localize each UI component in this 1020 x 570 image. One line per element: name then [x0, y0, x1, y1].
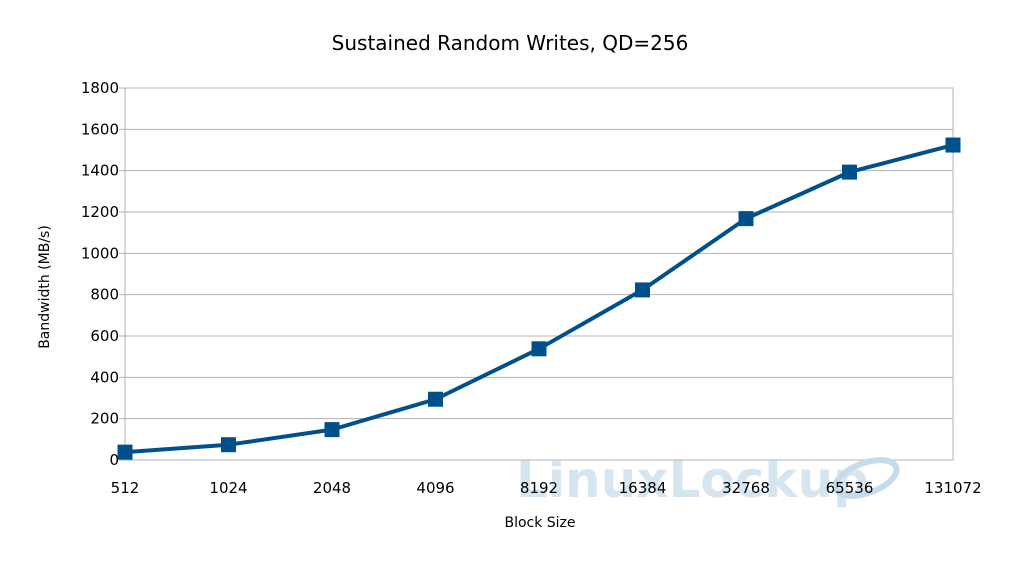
x-tick-label: 8192 [520, 479, 558, 497]
data-point-marker [635, 282, 650, 298]
y-axis-title: Bandwidth (MB/s) [37, 225, 53, 349]
y-tick-label: 0 [109, 451, 119, 469]
y-tick-label: 1400 [81, 162, 119, 180]
x-tick-label: 32768 [722, 479, 770, 497]
y-tick-label: 600 [90, 327, 119, 345]
y-tick-label: 1800 [81, 79, 119, 97]
x-tick-label: 1024 [209, 479, 247, 497]
x-tick-label: 2048 [313, 479, 351, 497]
y-axis-ticks: 0 200 400 600 800 1000 1200 1400 1600 1800 [81, 79, 119, 469]
data-point-marker [738, 211, 754, 227]
x-tick-label: 65536 [826, 479, 874, 497]
watermark-logo: LinuxLockup [516, 451, 900, 509]
x-axis-ticks: 512 1024 2048 4096 8192 16384 32768 65536 131072 [111, 479, 982, 497]
plot-area-frame [124, 87, 954, 461]
x-tick-label: 4096 [416, 479, 454, 497]
watermark-text: LinuxLockup [516, 451, 869, 509]
y-tick-label: 1000 [81, 244, 119, 262]
series-layer [117, 137, 961, 460]
data-point-marker [842, 164, 857, 180]
x-tick-label: 131072 [924, 479, 981, 497]
data-point-marker [221, 437, 236, 453]
watermark-swoosh-icon [832, 457, 900, 499]
y-tick-label: 1200 [81, 203, 119, 221]
x-tick-label: 16384 [619, 479, 667, 497]
y-tick-label: 400 [90, 368, 119, 386]
data-point-marker [428, 391, 443, 407]
y-tick-label: 800 [90, 286, 119, 304]
data-point-marker [945, 137, 961, 153]
y-tick-label: 1600 [81, 120, 119, 138]
x-tick-label: 512 [111, 479, 140, 497]
data-point-marker [117, 444, 133, 460]
data-point-marker [324, 422, 340, 438]
y-tick-label: 200 [90, 410, 119, 428]
chart-title: Sustained Random Writes, QD=256 [332, 31, 689, 55]
data-point-marker [531, 341, 547, 357]
x-axis-title: Block Size [504, 515, 575, 531]
